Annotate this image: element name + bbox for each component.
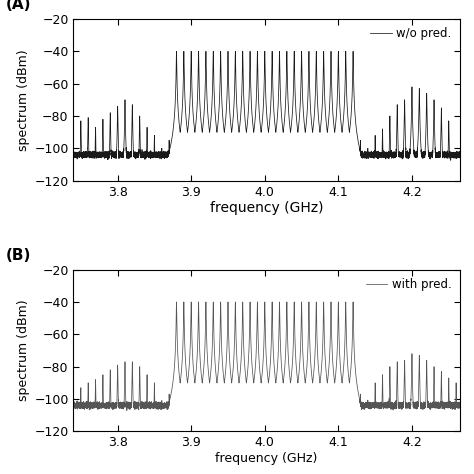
Y-axis label: spectrum (dBm): spectrum (dBm) xyxy=(17,300,30,401)
X-axis label: frequency (GHz): frequency (GHz) xyxy=(216,452,318,465)
Y-axis label: spectrum (dBm): spectrum (dBm) xyxy=(17,49,30,151)
Text: (A): (A) xyxy=(6,0,31,12)
Legend: with pred.: with pred. xyxy=(361,273,456,296)
X-axis label: frequency (GHz): frequency (GHz) xyxy=(210,201,323,215)
Text: (B): (B) xyxy=(6,248,31,263)
Legend: w/o pred.: w/o pred. xyxy=(365,22,456,45)
